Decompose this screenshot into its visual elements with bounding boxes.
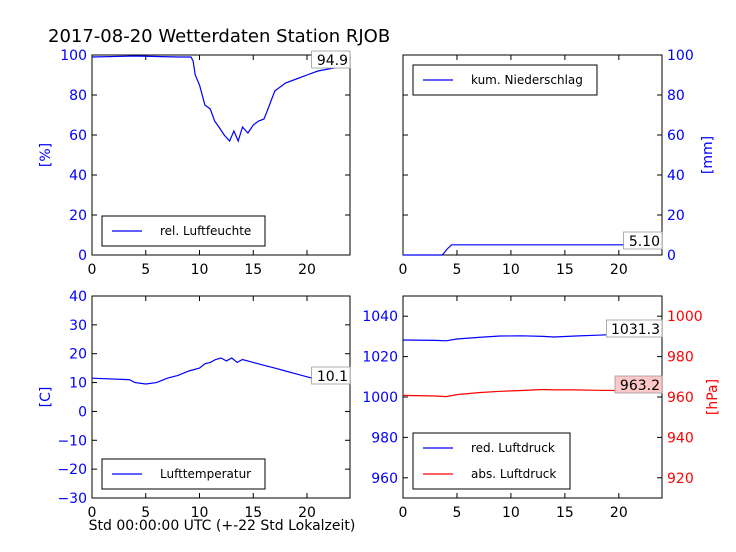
x-tick-label: 15 [244,262,262,278]
y-tick-label: 80 [667,88,685,104]
annotation-humidity: 94.9 [317,53,348,69]
x-tick-label: 0 [399,262,408,278]
y-tick-label: 100 [60,48,87,64]
x-tick-label: 10 [502,262,520,278]
legend-label: rel. Luftfeuchte [160,224,251,238]
x-tick-label: 5 [452,262,461,278]
x-tick-label: 15 [556,262,574,278]
annotation-temp-box [311,366,351,385]
annotation-abs-pressure-box [614,375,663,394]
x-tick-label: 0 [88,262,97,278]
y-axis-label: [hPa] [705,379,721,415]
legend-label: abs. Luftdruck [471,467,556,481]
x-tick-label: 0 [88,505,97,521]
y-tick-label-right: 1000 [667,309,703,325]
y-tick-label: 60 [667,128,685,144]
y-tick-label: 1020 [362,350,398,366]
y-tick-label: −30 [57,491,87,507]
y-tick-label: 960 [371,471,398,487]
y-tick-label: 0 [78,404,87,420]
y-tick-label: 20 [69,347,87,363]
series-line [403,244,662,256]
y-tick-label: −20 [57,462,87,478]
chart-pressure [402,295,663,499]
legend-box [101,215,266,247]
x-tick-label: 15 [556,505,574,521]
y-tick-label: 10 [69,376,87,392]
x-tick-label: 5 [141,505,150,521]
annotation-red-pressure-box [606,319,663,338]
y-axis-label: [C] [38,387,54,408]
y-tick-label: 60 [69,128,87,144]
annotation-humidity-box [311,50,351,69]
x-tick-label: 20 [610,262,628,278]
y-tick-label: 1000 [362,390,398,406]
y-tick-label: 20 [69,208,87,224]
x-tick-label: 10 [191,262,209,278]
x-tick-label: 0 [399,505,408,521]
legend-box [412,432,571,490]
annotation-precip-box [623,231,663,250]
legend-label: red. Luftdruck [471,441,555,455]
y-tick-label: 40 [667,168,685,184]
y-axis-label: [mm] [700,136,716,174]
annotation-precip: 5.10 [629,234,660,250]
figure-title: 2017-08-20 Wetterdaten Station RJOB [48,26,391,47]
y-tick-label: 80 [69,88,87,104]
y-tick-label: 980 [371,430,398,446]
y-tick-label: 0 [667,248,676,264]
y-tick-label: 30 [69,318,87,334]
series-line [91,357,351,385]
chart-humidity [91,54,351,256]
series-line [91,55,351,143]
y-tick-label: 40 [69,289,87,305]
annotation-red-pressure: 1031.3 [611,322,660,338]
x-tick-label: 10 [502,505,520,521]
y-tick-label: 40 [69,168,87,184]
annotation-temp: 10.1 [317,369,348,385]
x-tick-label: 20 [610,505,628,521]
y-tick-label-right: 920 [667,471,694,487]
figure-x-label: Std 00:00:00 UTC (+-22 Std Lokalzeit) [89,518,356,534]
annotation-abs-pressure: 963.2 [620,378,660,394]
x-tick-label: 20 [298,505,316,521]
x-tick-label: 10 [191,505,209,521]
y-tick-label-right: 960 [667,390,694,406]
y-tick-label: 0 [78,248,87,264]
y-axis-label: [%] [38,143,54,167]
x-tick-label: 5 [141,262,150,278]
chart-precip [402,54,663,256]
y-tick-label: 1040 [362,309,398,325]
y-tick-label-right: 940 [667,430,694,446]
chart-temp [91,295,351,499]
y-tick-label-right: 980 [667,350,694,366]
y-tick-label: 100 [667,48,694,64]
y-tick-label: 20 [667,208,685,224]
x-tick-label: 5 [452,505,461,521]
x-tick-label: 15 [244,505,262,521]
legend-label: kum. Niederschlag [471,73,583,87]
legend-label: Lufttemperatur [160,467,251,481]
x-tick-label: 20 [298,262,316,278]
y-tick-label: −10 [57,433,87,449]
